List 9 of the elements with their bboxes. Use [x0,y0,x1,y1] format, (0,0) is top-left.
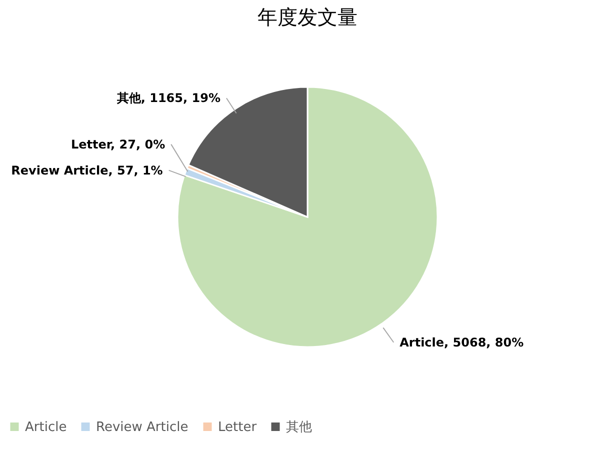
chart-title: 年度发文量 [258,5,358,29]
legend-label: Letter [218,420,258,435]
data-label: Article, 5068, 80% [400,335,524,350]
legend-label: Review Article [96,420,188,435]
data-label: 其他, 1165, 19% [116,91,220,106]
data-label: Review Article, 57, 1% [11,163,163,178]
data-label: Letter, 27, 0% [70,137,166,152]
legend-label: 其他 [286,420,312,435]
legend-label: Article [25,420,67,435]
